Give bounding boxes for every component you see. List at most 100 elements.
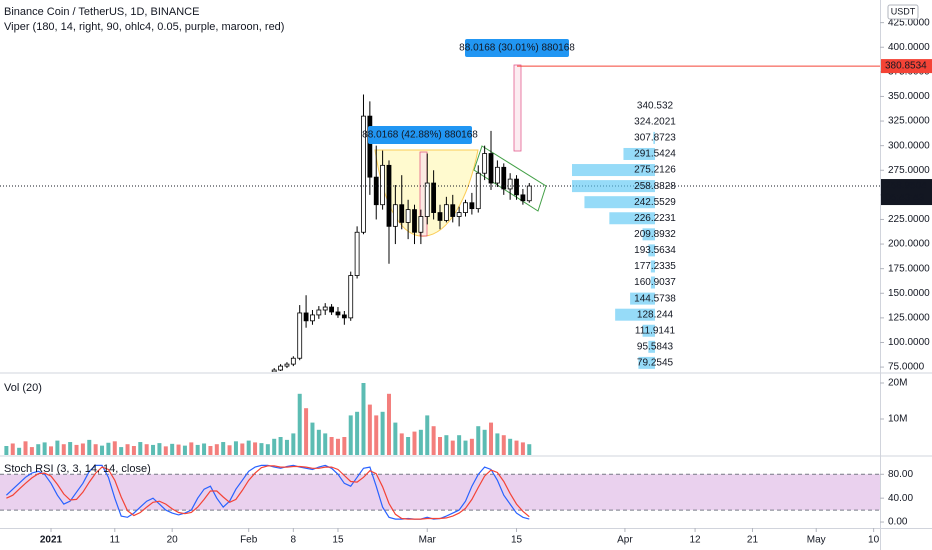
- volume-bar: [100, 445, 105, 455]
- profile-bar: [572, 180, 655, 193]
- volume-bar: [374, 415, 379, 455]
- volume-bar: [444, 435, 449, 455]
- volume-bar: [520, 442, 525, 455]
- x-tick-label: 12: [690, 535, 702, 546]
- y-tick-label: 175.0000: [888, 263, 930, 274]
- x-tick-label: 21: [747, 535, 759, 546]
- symbol-title: Binance Coin / TetherUS, 1D, BINANCE: [4, 6, 199, 18]
- y-tick-label: 40.00: [888, 493, 913, 504]
- profile-bar: [572, 164, 655, 177]
- volume-bar: [495, 433, 500, 455]
- volume-bar: [469, 438, 474, 455]
- volume-bar: [393, 422, 398, 455]
- candle-body: [437, 212, 443, 221]
- y-tick-label: 225.0000: [888, 214, 930, 225]
- indicator-title: Viper (180, 14, right, 90, ohlc4, 0.05, …: [4, 21, 284, 33]
- profile-level: 111.9141: [635, 325, 676, 336]
- x-tick-label: 8: [291, 535, 297, 546]
- y-tick-label: 300.0000: [888, 140, 930, 151]
- volume-bar: [29, 447, 34, 455]
- candle-body: [271, 369, 277, 372]
- y-tick-label: 150.0000: [888, 288, 930, 299]
- profile-bar: [584, 196, 655, 209]
- volume-bar: [265, 444, 270, 455]
- volume-bar: [125, 444, 130, 455]
- volume-bar: [304, 408, 309, 455]
- candle-body: [329, 306, 334, 313]
- profile-level: 95.5843: [637, 341, 674, 352]
- volume-bar: [233, 441, 238, 455]
- profile-bar: [609, 212, 655, 225]
- candle-body: [456, 212, 462, 217]
- y-tick-label: 350.0000: [888, 91, 930, 102]
- y-tick-label: 325.0000: [888, 116, 930, 127]
- volume-bar: [501, 435, 506, 455]
- profile-level: 291.5424: [634, 149, 676, 160]
- volume-bar: [208, 446, 213, 455]
- volume-bar: [131, 446, 136, 455]
- profile-bar: [638, 356, 655, 369]
- volume-bar: [386, 393, 391, 455]
- volume-bar: [138, 442, 143, 455]
- candle-body: [354, 231, 360, 276]
- currency[interactable]: USDT: [891, 6, 916, 16]
- candle-body: [520, 194, 526, 202]
- volume-bar: [214, 444, 219, 455]
- volume-bar: [55, 440, 60, 455]
- candle-body: [386, 164, 392, 227]
- x-tick-label: Mar: [419, 535, 437, 546]
- profile-bar: [650, 276, 655, 289]
- volume-bar: [323, 433, 328, 455]
- volume-bar: [80, 443, 85, 455]
- currency-box[interactable]: [887, 4, 919, 20]
- profile-bar: [648, 244, 655, 257]
- candle-body: [431, 182, 437, 213]
- target-price-box: [881, 59, 932, 74]
- profile-level: 177.2335: [634, 261, 676, 272]
- volume-title: Vol (20): [4, 382, 42, 394]
- volume-bar: [240, 443, 245, 455]
- volume-pane: [4, 383, 532, 455]
- candle-body: [316, 309, 322, 316]
- volume-bar: [489, 422, 494, 455]
- volume-bar: [49, 446, 54, 455]
- volume-bar: [253, 442, 258, 455]
- volume-bar: [157, 443, 162, 455]
- volume-bar: [438, 437, 442, 455]
- volume-bar: [527, 444, 532, 455]
- volume-bar: [335, 438, 340, 455]
- candle-body: [341, 314, 347, 319]
- candle-body: [348, 275, 354, 319]
- y-tick-label: 20M: [888, 378, 907, 389]
- target-price-label: 380.8534: [885, 61, 927, 72]
- x-tick-label: 15: [511, 535, 523, 546]
- volume-bar: [329, 437, 334, 455]
- y-tick-label: 0.00: [888, 517, 908, 528]
- stoch-pane: [0, 464, 880, 520]
- profile-level: 226.2231: [634, 213, 676, 224]
- x-tick-label: 11: [110, 535, 121, 546]
- profile-level: 275.2126: [634, 165, 676, 176]
- candle-body: [284, 363, 290, 367]
- y-tick-label: 100.0000: [888, 337, 930, 348]
- volume-bar: [418, 429, 423, 455]
- volume-bar: [259, 443, 264, 455]
- candle-body: [418, 216, 424, 233]
- x-tick-label: 2021: [40, 535, 63, 546]
- volume-bar: [476, 426, 481, 455]
- volume-bar: [361, 383, 366, 455]
- volume-bar: [482, 429, 487, 455]
- volume-bar: [10, 443, 15, 455]
- volume-bar: [4, 446, 9, 455]
- y-tick-label: 125.0000: [888, 313, 930, 324]
- price-pane: 340.532 324.2021 307.8723 291.5424 275.2126 2…: [0, 64, 880, 372]
- volume-bar: [144, 444, 149, 455]
- volume-bar: [399, 433, 404, 455]
- volume-bar: [406, 437, 411, 455]
- profile-bar: [650, 260, 655, 273]
- stoch-title: Stoch RSI (3, 3, 14, 14, close): [4, 463, 151, 475]
- volume-bar: [189, 442, 194, 455]
- profile-level: 160.9037: [634, 277, 676, 288]
- x-tick-label: May: [807, 535, 826, 546]
